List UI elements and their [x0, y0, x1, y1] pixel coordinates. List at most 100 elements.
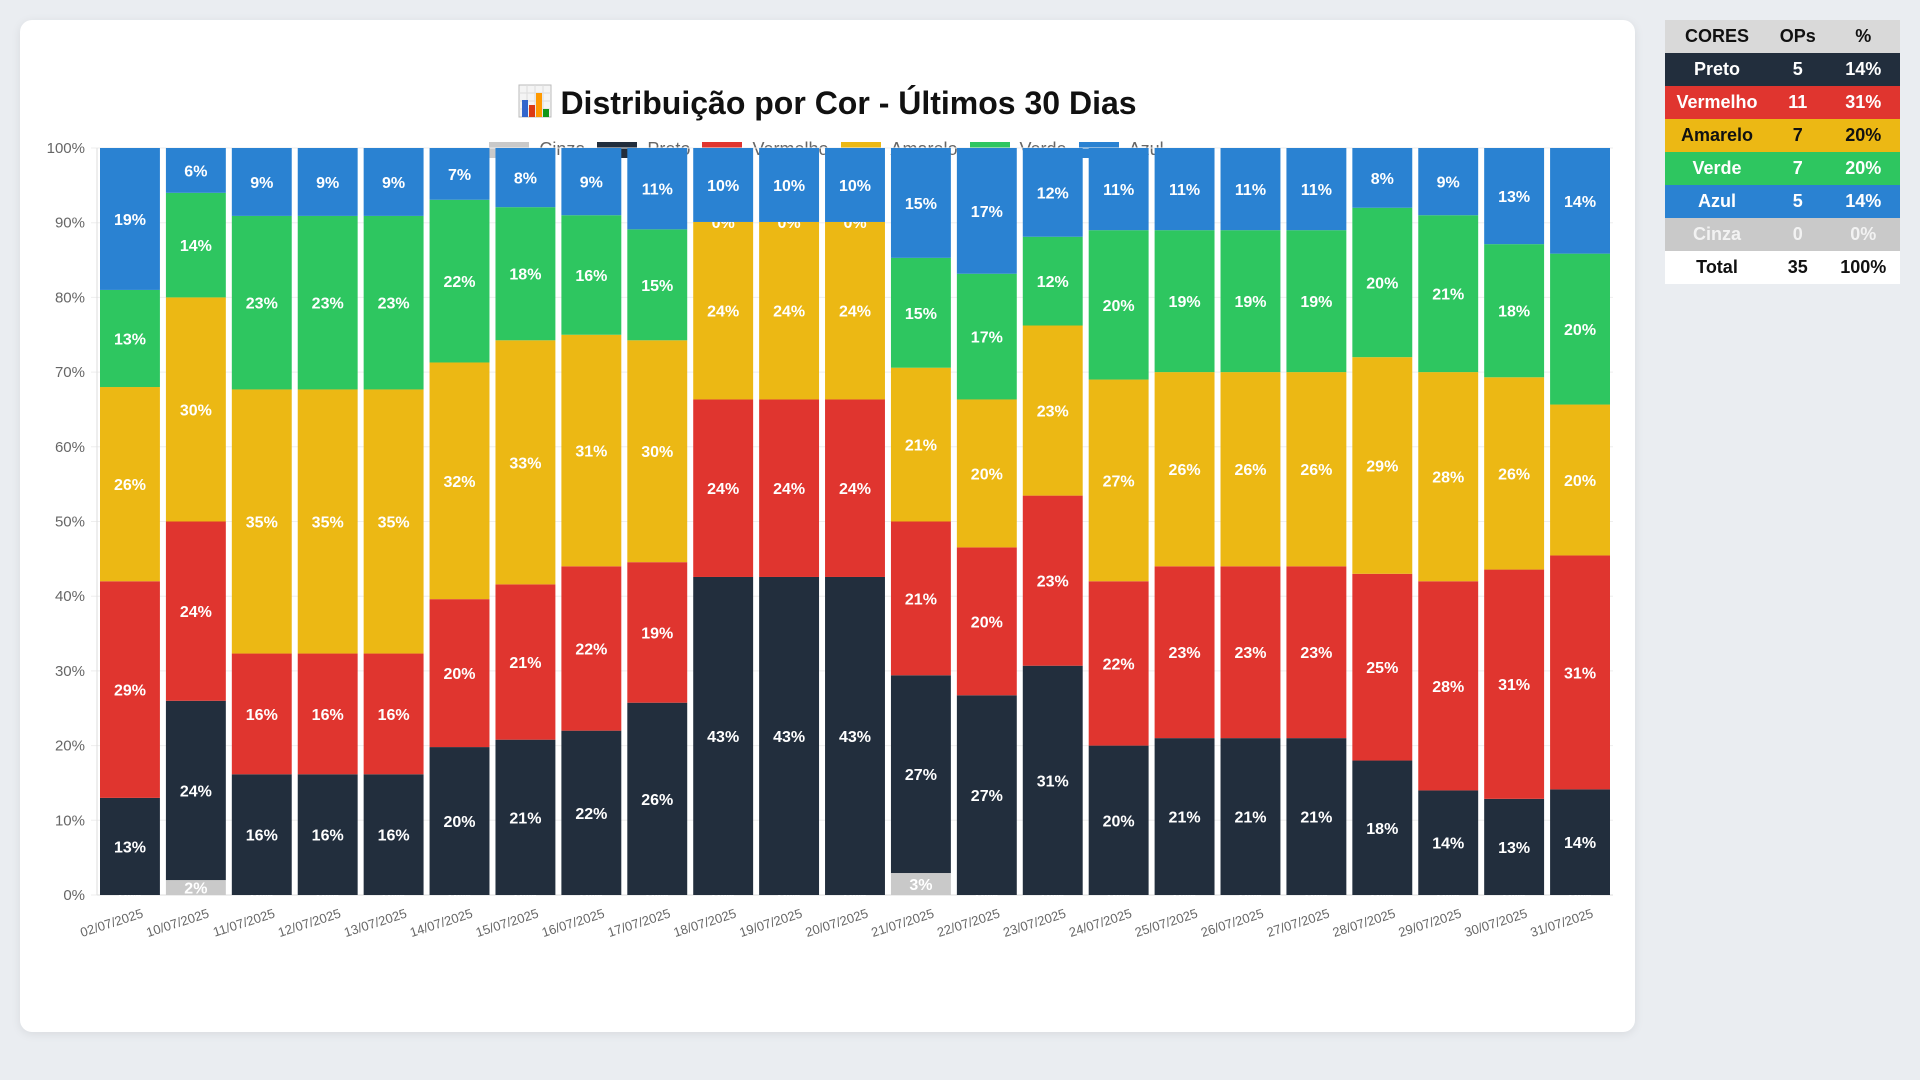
bar-segment-preto — [627, 702, 688, 895]
data-label: 13% — [1498, 189, 1530, 206]
data-label: 2% — [184, 881, 207, 898]
data-label: 20% — [444, 814, 476, 831]
bar-segment-preto — [363, 774, 424, 895]
data-label: 18% — [1366, 821, 1398, 838]
data-label: 9% — [382, 175, 405, 192]
data-label: 23% — [1037, 574, 1069, 591]
total-label: Total — [1696, 257, 1738, 277]
data-label: 21% — [905, 438, 937, 455]
summary-pct: 14% — [1845, 191, 1882, 211]
bar-segment-vermelho — [165, 521, 226, 701]
data-label: 14% — [180, 238, 212, 255]
summary-ops: 11 — [1788, 92, 1808, 112]
bar-segment-amarelo — [890, 367, 951, 522]
data-label: 21% — [1169, 810, 1201, 827]
data-label: 24% — [839, 304, 871, 321]
bar-segment-vermelho — [1418, 581, 1479, 791]
data-label: 16% — [378, 707, 410, 724]
data-label: 13% — [114, 839, 146, 856]
data-label: 16% — [246, 828, 278, 845]
bar-segment-azul — [363, 148, 424, 216]
bar-segment-preto — [1418, 790, 1479, 895]
data-label: 27% — [905, 767, 937, 784]
data-label: 11% — [1235, 182, 1266, 199]
bar-segment-preto — [1286, 738, 1347, 895]
bar-segment-vermelho — [956, 547, 1017, 696]
summary-ops: 5 — [1792, 191, 1803, 211]
data-label: 19% — [114, 212, 146, 229]
bar-segment-azul — [956, 148, 1017, 274]
data-label: 23% — [312, 296, 344, 313]
data-label: 24% — [180, 604, 212, 621]
data-label: 22% — [444, 274, 476, 291]
total-pct: 100% — [1840, 257, 1887, 277]
bar-segment-vermelho — [627, 562, 688, 703]
data-label: 8% — [1371, 171, 1394, 188]
x-tick-label: 18/07/2025 — [672, 906, 739, 940]
data-label: 15% — [905, 306, 937, 323]
bar-segment-preto — [495, 739, 556, 895]
data-label: 6% — [184, 163, 207, 180]
bar-segment-verde — [956, 273, 1017, 400]
bar-segment-preto — [297, 774, 358, 895]
bar-segment-azul — [1220, 148, 1281, 231]
data-label: 43% — [707, 729, 739, 746]
data-label: 19% — [1234, 294, 1266, 311]
data-label: 26% — [114, 477, 146, 494]
bar-segment-verde — [429, 199, 490, 363]
bar-segment-azul — [561, 148, 622, 216]
summary-header-row: CORES OPs % — [1665, 20, 1900, 53]
data-label: 8% — [514, 171, 537, 188]
bar-segment-verde — [1154, 230, 1215, 373]
data-label: 24% — [839, 481, 871, 498]
header-ops: OPs — [1769, 20, 1827, 53]
data-label: 21% — [509, 810, 541, 827]
data-label: 35% — [312, 515, 344, 532]
bar-segment-preto — [231, 774, 292, 895]
bar-segment-vermelho — [1484, 569, 1545, 799]
x-tick-label: 22/07/2025 — [935, 906, 1002, 940]
bar-segment-preto — [759, 576, 820, 895]
data-label: 10% — [707, 178, 739, 195]
bar-segment-amarelo — [1352, 357, 1413, 574]
summary-color: Preto — [1693, 59, 1740, 79]
chart-card: Distribuição por Cor - Últimos 30 Dias C… — [20, 20, 1635, 1032]
bar-segment-verde — [231, 215, 292, 390]
data-label: 3% — [909, 877, 932, 894]
data-label: 14% — [1564, 835, 1596, 852]
data-label: 20% — [1564, 473, 1596, 490]
data-label: 9% — [316, 175, 339, 192]
data-label: 33% — [509, 455, 541, 472]
bar-segment-vermelho — [100, 581, 160, 798]
data-label: 26% — [1234, 462, 1266, 479]
color-summary-table: CORES OPs % Preto 5 14% Vermelho 11 31% Amarel… — [1665, 20, 1900, 284]
data-label: 13% — [114, 331, 146, 348]
summary-ops: 0 — [1792, 224, 1803, 244]
bar-segment-amarelo — [825, 221, 885, 400]
bar-segment-azul — [1286, 148, 1347, 231]
data-label: 31% — [1498, 677, 1530, 694]
x-tick-label: 16/07/2025 — [540, 906, 607, 940]
chart-title-text: Distribuição por Cor - Últimos 30 Dias — [560, 85, 1137, 121]
bar-segment-verde — [1352, 207, 1413, 358]
data-label: 20% — [1366, 275, 1398, 292]
bar-segment-azul — [165, 148, 226, 193]
data-label: 23% — [1037, 404, 1069, 421]
bar-segment-verde — [1286, 230, 1347, 373]
bar-segment-vermelho — [1220, 566, 1281, 739]
data-label: 43% — [839, 729, 871, 746]
bar-segment-azul — [693, 148, 754, 222]
y-tick-label: 30% — [55, 663, 85, 680]
bar-segment-azul — [495, 148, 556, 208]
data-label: 24% — [773, 481, 805, 498]
bar-segment-preto — [693, 576, 754, 895]
data-label: 26% — [1300, 462, 1332, 479]
bar-segment-amarelo — [561, 334, 622, 567]
bar-segment-azul — [429, 148, 490, 200]
data-label: 20% — [971, 466, 1003, 483]
bar-segment-preto — [429, 747, 490, 895]
data-label: 12% — [1037, 185, 1069, 202]
bar-segment-vermelho — [1154, 566, 1215, 739]
summary-pct: 14% — [1845, 59, 1882, 79]
bar-segment-amarelo — [495, 340, 556, 585]
